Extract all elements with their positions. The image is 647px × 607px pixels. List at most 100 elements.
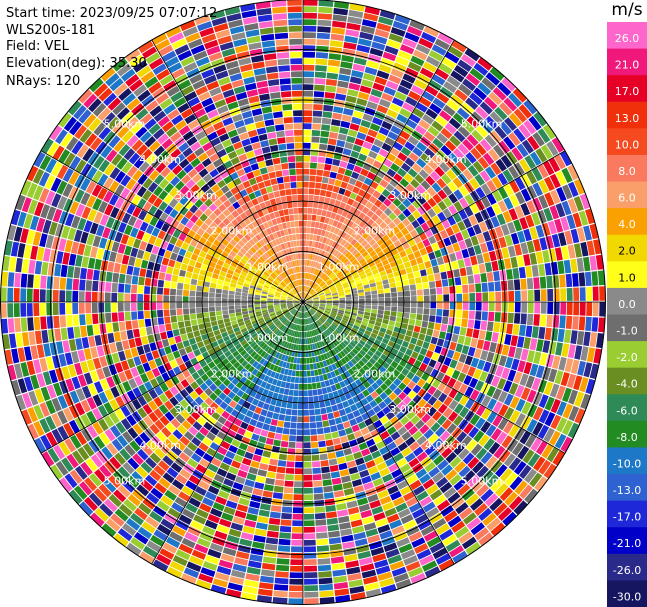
noise-gate: [475, 125, 489, 138]
velocity-gate: [326, 224, 332, 232]
velocity-gate: [337, 311, 344, 315]
noise-gate: [428, 359, 437, 368]
noise-gate: [537, 424, 550, 440]
velocity-gate: [326, 351, 331, 359]
noise-gate: [128, 378, 138, 389]
noise-gate: [180, 216, 189, 226]
noise-gate: [283, 117, 293, 124]
velocity-gate: [310, 317, 314, 323]
noise-gate: [293, 123, 303, 130]
noise-gate: [65, 302, 72, 315]
noise-gate: [555, 342, 563, 356]
velocity-gate: [369, 399, 378, 408]
velocity-gate: [188, 337, 197, 346]
noise-gate: [103, 177, 114, 190]
noise-gate: [73, 326, 81, 339]
velocity-gate: [287, 314, 293, 320]
velocity-gate: [323, 323, 329, 329]
noise-gate: [193, 514, 207, 525]
velocity-gate: [299, 370, 303, 377]
velocity-gate: [351, 231, 358, 239]
noise-gate: [401, 447, 412, 457]
noise-gate: [376, 410, 386, 419]
velocity-gate: [320, 407, 327, 415]
velocity-gate: [357, 310, 364, 315]
noise-gate: [498, 102, 513, 116]
noise-gate: [8, 256, 17, 272]
velocity-gate: [329, 315, 335, 320]
velocity-gate: [382, 349, 391, 357]
velocity-gate: [303, 266, 305, 272]
noise-gate: [59, 277, 67, 290]
velocity-gate: [350, 404, 358, 412]
noise-gate: [443, 237, 452, 247]
noise-gate: [317, 434, 325, 441]
noise-gate: [492, 401, 503, 414]
velocity-gate: [345, 302, 352, 305]
velocity-gate: [221, 293, 228, 298]
noise-gate: [449, 359, 458, 369]
noise-gate: [454, 318, 462, 327]
velocity-gate: [407, 272, 415, 280]
noise-gate: [90, 346, 99, 359]
noise-gate: [535, 440, 548, 455]
velocity-gate: [355, 194, 363, 203]
noise-gate: [265, 125, 276, 133]
noise-gate: [437, 499, 451, 512]
velocity-gate: [358, 228, 366, 236]
noise-gate: [593, 348, 602, 364]
velocity-gate: [228, 290, 235, 295]
noise-gate: [160, 331, 168, 340]
noise-gate: [351, 445, 361, 454]
noise-gate: [502, 210, 512, 223]
noise-gate: [388, 463, 399, 473]
noise-gate: [125, 49, 141, 63]
noise-gate: [246, 424, 255, 433]
noise-gate: [211, 457, 222, 467]
noise-gate: [461, 102, 474, 115]
velocity-gate: [310, 330, 314, 337]
velocity-gate: [426, 267, 434, 275]
noise-gate: [470, 357, 480, 368]
noise-gate: [554, 247, 563, 261]
noise-gate: [596, 333, 604, 349]
noise-gate: [399, 130, 411, 141]
noise-gate: [207, 109, 219, 119]
velocity-gate: [329, 398, 337, 406]
noise-gate: [473, 244, 482, 255]
noise-gate: [451, 333, 459, 343]
velocity-gate: [262, 388, 269, 396]
velocity-gate: [312, 234, 317, 241]
noise-gate: [457, 483, 471, 496]
noise-gate: [419, 554, 435, 566]
noise-gate: [518, 124, 531, 139]
velocity-gate: [371, 213, 379, 222]
velocity-gate: [251, 332, 258, 339]
noise-gate: [216, 431, 227, 440]
noise-gate: [168, 434, 179, 445]
noise-gate: [220, 185, 230, 194]
noise-gate: [157, 279, 165, 288]
velocity-gate: [370, 265, 377, 271]
velocity-gate: [325, 306, 332, 310]
noise-gate: [411, 508, 425, 519]
noise-gate: [418, 37, 434, 49]
noise-gate: [77, 217, 87, 231]
velocity-gate: [308, 317, 312, 324]
velocity-gate: [364, 291, 371, 296]
noise-gate: [406, 194, 417, 204]
velocity-gate: [291, 309, 296, 314]
noise-gate: [214, 99, 227, 109]
noise-gate: [574, 408, 586, 424]
velocity-gate: [263, 375, 270, 383]
noise-gate: [255, 522, 268, 530]
velocity-gate: [327, 270, 333, 277]
velocity-gate: [330, 212, 337, 220]
noise-gate: [33, 359, 42, 374]
noise-gate: [161, 338, 170, 348]
noise-gate: [174, 44, 190, 56]
noise-gate: [120, 418, 132, 430]
noise-gate: [480, 488, 494, 502]
noise-gate: [382, 501, 395, 511]
velocity-gate: [298, 325, 301, 331]
